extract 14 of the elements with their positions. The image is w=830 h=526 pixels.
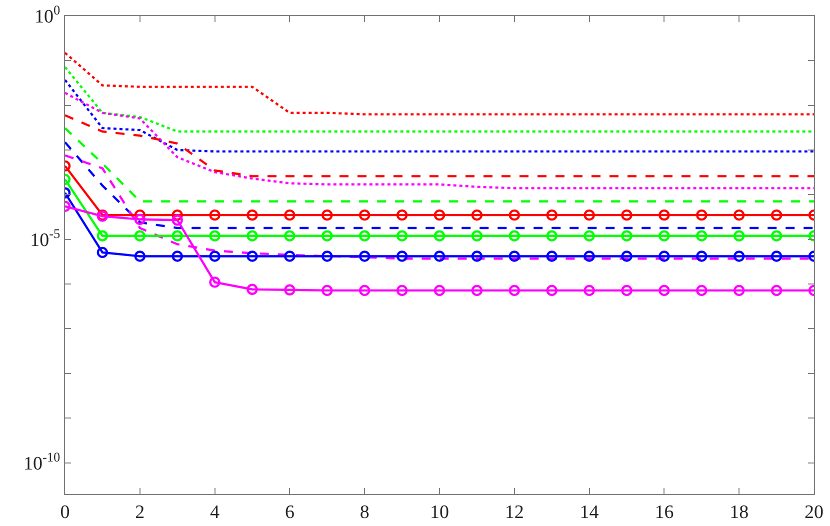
- x-tick-label: 0: [60, 502, 70, 523]
- x-tick-label: 8: [360, 502, 370, 523]
- y-tick-label: 10$^{0}$: [34, 2, 61, 28]
- y-tick-label: 10$^{-5}$: [30, 226, 61, 252]
- x-tick-label: 16: [654, 502, 674, 523]
- x-tick-label: 10: [430, 502, 449, 523]
- x-tick-label: 20: [804, 502, 824, 523]
- x-tick-label: 6: [284, 502, 294, 523]
- x-tick-label: 4: [210, 502, 220, 523]
- x-tick-label: 14: [580, 502, 600, 523]
- x-tick-label: 2: [135, 502, 145, 523]
- x-tick-label: 18: [730, 502, 749, 523]
- y-tick-label: 10$^{-10}$: [23, 449, 61, 474]
- x-tick-label: 12: [504, 502, 524, 523]
